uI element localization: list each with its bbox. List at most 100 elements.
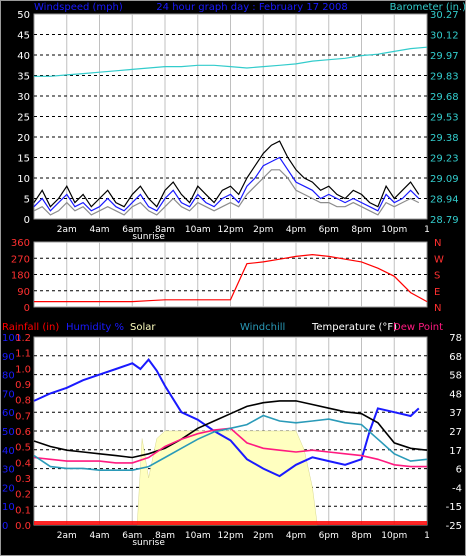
time-axis-tick-label: 1 (424, 531, 430, 541)
temperature-axis-tick-label: 48 (449, 389, 462, 400)
rainfall-header-label: Rainfall (in) (2, 322, 59, 333)
humidity-axis-tick-label: 30 (2, 465, 15, 476)
temperature-header-label: Temperature (°F) (311, 322, 397, 333)
direction-axis-tick-label: 0 (24, 303, 30, 314)
barometer-axis-tick-label: 29.09 (430, 174, 459, 185)
rainfall-axis-tick-label: 0.7 (15, 411, 31, 422)
time-axis-tick-label: 12pm (218, 225, 244, 235)
solar-header-label: Solar (130, 322, 156, 333)
barometer-axis-tick-label: 29.97 (430, 51, 459, 62)
humidity-axis-tick-label: 10 (2, 502, 15, 513)
time-axis-tick-label: 6am (122, 225, 142, 235)
series-rainfall-bar (34, 521, 427, 525)
direction-axis-tick-label: 360 (11, 238, 30, 249)
rainfall-axis-tick-label: 0.4 (15, 458, 31, 469)
temperature-axis-tick-label: -15 (446, 502, 462, 513)
rainfall-axis-tick-label: 1.2 (15, 333, 31, 344)
barometer-axis-tick-label: 28.79 (430, 215, 459, 226)
barometer-axis-tick-label: 30.27 (430, 10, 459, 21)
temperature-axis-tick-label: 78 (449, 333, 462, 344)
rainfall-axis-tick-label: 0.5 (15, 443, 31, 454)
time-axis-tick-label: 2am (57, 531, 77, 541)
windspeed-axis-tick-label: 5 (24, 195, 30, 206)
temperature-axis-tick-label: 68 (449, 352, 462, 363)
windspeed-axis-tick-label: 15 (17, 154, 30, 165)
sunrise-label: sunrise (132, 538, 165, 548)
windspeed-axis-tick-label: 50 (17, 10, 30, 21)
windspeed-header-label: Windspeed (mph) (34, 2, 123, 13)
humidity-axis-tick-label: 100 (2, 333, 21, 344)
time-axis-tick-label: 8am (155, 225, 175, 235)
time-axis-tick-label: 4am (89, 531, 109, 541)
dewpoint-header-label: Dew Point (393, 322, 443, 333)
temperature-axis-tick-label: 17 (449, 446, 462, 457)
barometer-axis-tick-label: 29.38 (430, 133, 459, 144)
humidity-axis-tick-label: 80 (2, 371, 15, 382)
windspeed-axis-tick-label: 0 (24, 215, 30, 226)
compass-axis-label: E (434, 287, 440, 298)
windspeed-axis-tick-label: 45 (17, 31, 30, 42)
rainfall-axis-tick-label: 0.3 (15, 474, 31, 485)
time-axis-tick-label: 6am (122, 531, 142, 541)
rainfall-axis-tick-label: 0.9 (15, 380, 31, 391)
rainfall-axis-tick-label: 0.2 (15, 490, 31, 501)
series-windspeed (33, 140, 420, 208)
time-axis-tick-label: 4pm (286, 225, 306, 235)
time-axis-tick-label: 4am (89, 225, 109, 235)
time-axis-tick-label: 1 (424, 225, 430, 235)
compass-axis-label: S (434, 271, 440, 282)
rainfall-axis-tick-label: 0.1 (15, 505, 31, 516)
rainfall-axis-tick-label: 0.6 (15, 427, 31, 438)
rainfall-axis-tick-label: 1.0 (15, 364, 31, 375)
time-axis-tick-label: 10am (185, 531, 211, 541)
compass-axis-label: W (434, 254, 444, 265)
humidity-header-label: Humidity % (66, 322, 124, 333)
windspeed-axis-tick-label: 35 (17, 72, 30, 83)
time-axis-tick-label: 8pm (351, 531, 371, 541)
time-axis-tick-label: 8am (155, 531, 175, 541)
windspeed-axis-tick-label: 20 (17, 133, 30, 144)
barometer-axis-tick-label: 29.53 (430, 113, 459, 124)
windspeed-axis-tick-label: 40 (17, 51, 30, 62)
series-windspeed-avg (33, 169, 420, 216)
compass-axis-label: N (434, 303, 441, 314)
series-humidity (33, 358, 420, 478)
temperature-axis-tick-label: 27 (449, 427, 462, 438)
barometer-header-label: Barometer (in.) (390, 2, 466, 13)
time-axis-tick-label: 6pm (319, 225, 339, 235)
rainfall-axis-tick-label: 0.8 (15, 396, 31, 407)
rainfall-axis-tick-label: 0.0 (15, 521, 31, 532)
rainfall-axis-tick-label: 1.1 (15, 349, 31, 360)
chart-title: 24 hour graph day : February 17 2008 (156, 2, 347, 13)
humidity-axis-tick-label: 70 (2, 389, 15, 400)
humidity-axis-tick-label: 60 (2, 408, 15, 419)
humidity-axis-tick-label: 0 (2, 521, 8, 532)
series-solar-area (136, 430, 318, 526)
windspeed-axis-tick-label: 25 (17, 113, 30, 124)
direction-axis-tick-label: 270 (11, 254, 30, 265)
windchill-header-label: Windchill (240, 322, 285, 333)
time-axis-tick-label: 4pm (286, 531, 306, 541)
chart-marks: 0510152025303540455028.7928.9429.0929.23… (2, 10, 462, 548)
time-axis-tick-label: 2pm (253, 225, 273, 235)
time-axis-tick-label: 2pm (253, 531, 273, 541)
direction-axis-tick-label: 180 (11, 271, 30, 282)
barometer-axis-tick-label: 28.94 (430, 195, 459, 206)
time-axis-tick-label: 10pm (381, 531, 407, 541)
time-axis-tick-label: 2am (57, 225, 77, 235)
humidity-axis-tick-label: 20 (2, 483, 15, 494)
time-axis-tick-label: 8pm (351, 225, 371, 235)
temperature-axis-tick-label: 37 (449, 408, 462, 419)
humidity-axis-tick-label: 40 (2, 446, 15, 457)
time-axis-tick-label: 10pm (381, 225, 407, 235)
temperature-axis-tick-label: 6 (456, 465, 462, 476)
series-gust (33, 156, 420, 212)
direction-axis-tick-label: 90 (17, 287, 30, 298)
barometer-axis-tick-label: 29.83 (430, 72, 459, 83)
humidity-axis-tick-label: 90 (2, 352, 15, 363)
windspeed-axis-tick-label: 10 (17, 174, 30, 185)
temperature-axis-tick-label: -25 (446, 521, 462, 532)
barometer-axis-tick-label: 29.23 (430, 154, 459, 165)
windspeed-axis-tick-label: 30 (17, 92, 30, 103)
